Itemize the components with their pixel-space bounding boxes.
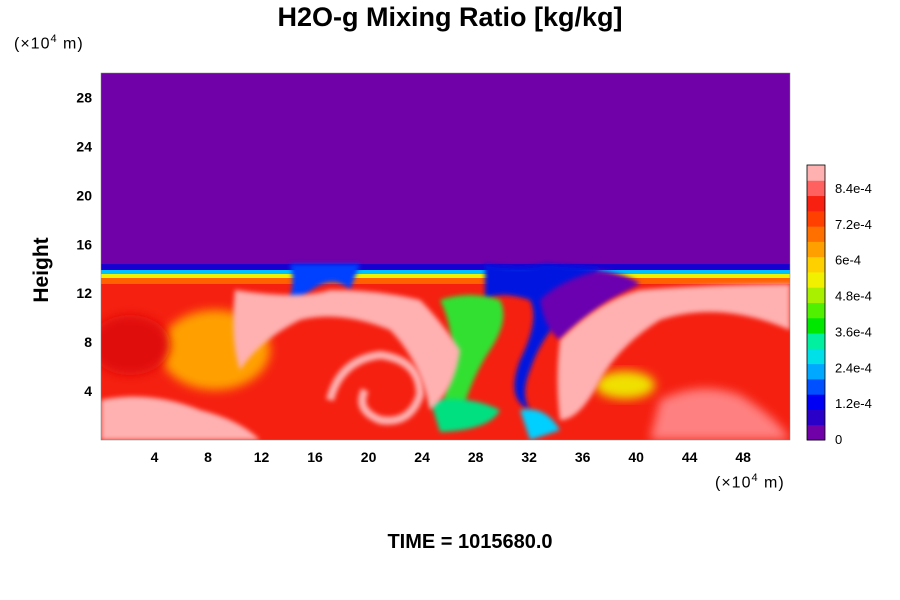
- colorbar-segment: [807, 302, 825, 319]
- colorbar-segment: [807, 317, 825, 334]
- moist-plume-right: [557, 284, 790, 420]
- colorbar-segment: [807, 424, 825, 441]
- colorbar-label: 6e-4: [835, 253, 861, 268]
- transition-band-yellow: [101, 274, 790, 278]
- warm-core-right: [595, 371, 655, 399]
- colorbar-segment: [807, 210, 825, 227]
- x-tick-label: 28: [468, 449, 484, 465]
- y-tick-label: 8: [84, 334, 92, 350]
- colorbar-segment: [807, 256, 825, 273]
- x-tick-label: 32: [521, 449, 537, 465]
- colorbar-segment: [807, 348, 825, 365]
- x-tick-label: 20: [361, 449, 377, 465]
- x-axis-unit: (×104 m): [715, 472, 785, 492]
- y-tick-label: 16: [76, 236, 92, 252]
- y-tick-label: 20: [76, 187, 92, 203]
- deep-red-left: [101, 315, 170, 375]
- colorbar-label: 8.4e-4: [835, 181, 872, 196]
- colorbar-segment: [807, 409, 825, 426]
- heatmap-field: [101, 73, 790, 440]
- moist-plume-center: [233, 290, 460, 410]
- x-tick-label: 36: [575, 449, 591, 465]
- colorbar-label: 3.6e-4: [835, 324, 872, 339]
- colorbar-segment: [807, 165, 825, 181]
- dry-intrusion-left: [261, 264, 360, 340]
- x-tick-label: 24: [414, 449, 430, 465]
- x-tick-label: 40: [628, 449, 644, 465]
- transition-band-cyan: [101, 270, 790, 274]
- x-tick-label: 8: [204, 449, 212, 465]
- x-tick-label: 16: [307, 449, 323, 465]
- mixing-zone-bottom: [520, 409, 560, 440]
- colorbar: 0 1.2e-4 2.4e-4 3.6e-4 4.8e-4 6e-4 7.2e-4 8.4e-…: [806, 164, 872, 447]
- dry-tongue: [540, 270, 640, 340]
- colorbar-segment: [807, 180, 825, 197]
- moist-pool-right: [650, 388, 790, 440]
- colorbar-segment: [807, 271, 825, 288]
- mixing-zone-center: [440, 295, 504, 420]
- colorbar-segment: [807, 226, 825, 242]
- colorbar-label: 7.2e-4: [835, 217, 872, 232]
- colorbar-frame: [806, 164, 826, 441]
- x-tick-label: 12: [254, 449, 270, 465]
- y-tick-label: 4: [84, 383, 92, 399]
- y-tick-label: 28: [76, 89, 92, 105]
- y-tick-group: 4 8 12 16 20 24 28: [76, 89, 92, 399]
- vortex-swirl: [326, 350, 425, 425]
- colorbar-label: 4.8e-4: [835, 289, 872, 304]
- y-tick-label: 12: [76, 285, 92, 301]
- x-tick-label: 44: [682, 449, 698, 465]
- mixing-zone-floor: [430, 398, 500, 432]
- colorbar-segment: [807, 287, 825, 303]
- colorbar-label: 0: [835, 432, 842, 447]
- transition-band-blue: [101, 264, 790, 270]
- time-label: TIME = 1015680.0: [387, 531, 553, 553]
- moist-pool-left: [101, 396, 260, 440]
- chart-title: H2O-g Mixing Ratio [kg/kg]: [277, 2, 623, 32]
- colorbar-label: 1.2e-4: [835, 396, 872, 411]
- plot-frame: [100, 72, 791, 441]
- colorbar-segment: [807, 333, 825, 349]
- x-tick-group: 4 8 12 16 20 24 28 32 36 40 44 48: [151, 449, 752, 465]
- x-tick-label: 4: [151, 449, 159, 465]
- colorbar-segment: [807, 241, 825, 258]
- colorbar-segment: [807, 394, 825, 410]
- colorbar-segment: [807, 378, 825, 395]
- colorbar-segment: [807, 195, 825, 212]
- y-axis-unit: (×104 m): [14, 33, 84, 53]
- y-tick-label: 24: [76, 138, 92, 154]
- colorbar-label: 2.4e-4: [835, 360, 872, 375]
- x-tick-label: 48: [735, 449, 751, 465]
- transition-band-orange: [101, 278, 790, 284]
- colorbar-segment: [807, 363, 825, 380]
